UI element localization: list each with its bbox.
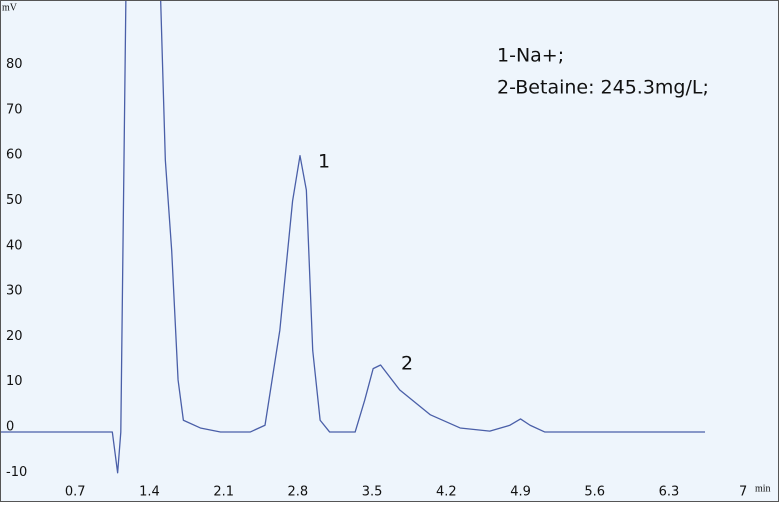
x-tick-label: 6.3	[659, 485, 680, 500]
x-tick-label: 2.8	[288, 485, 309, 500]
x-tick-label: 3.5	[362, 485, 383, 500]
peak-label: 2	[401, 353, 413, 375]
y-tick-label: 80	[6, 57, 23, 72]
x-tick-label: 5.6	[584, 485, 605, 500]
y-axis-label: mV	[2, 2, 18, 13]
y-tick-label: 0	[6, 420, 14, 435]
x-axis-label: min	[755, 483, 771, 494]
y-tick-label: 20	[6, 329, 23, 344]
y-tick-label: 30	[6, 284, 23, 299]
y-tick-label: 50	[6, 193, 23, 208]
signal-line	[1, 1, 706, 474]
y-tick-label: 10	[6, 374, 23, 389]
plot-area	[1, 1, 706, 474]
x-tick-label: 0.7	[65, 485, 86, 500]
peak-label: 1	[318, 151, 330, 173]
annotation: 2-Betaine: 245.3mg/L;	[497, 77, 709, 99]
y-tick-label: 40	[6, 238, 23, 253]
y-tick-label: -10	[6, 465, 27, 480]
annotation: 1-Na+;	[497, 45, 564, 67]
x-tick-label: 7	[739, 485, 747, 500]
y-tick-label: 60	[6, 148, 23, 163]
x-tick-label: 2.1	[213, 485, 234, 500]
y-tick-label: 70	[6, 102, 23, 117]
x-tick-label: 4.9	[510, 485, 531, 500]
x-tick-label: 4.2	[436, 485, 457, 500]
x-tick-label: 1.4	[139, 485, 160, 500]
